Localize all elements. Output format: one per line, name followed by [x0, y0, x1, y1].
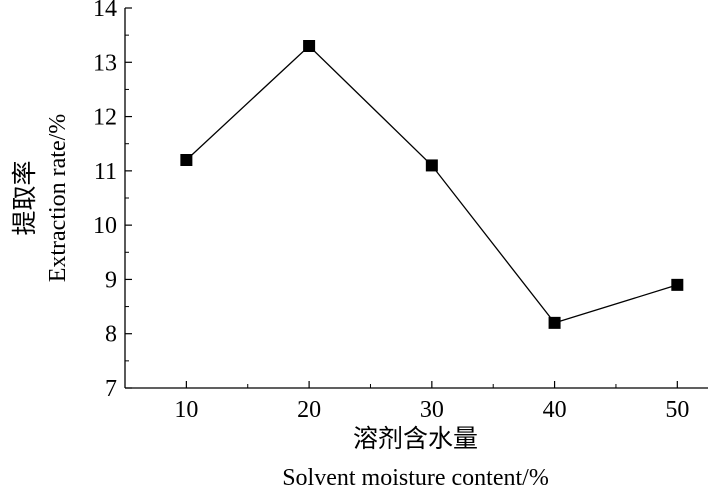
y-tick-label: 11 — [94, 159, 117, 185]
y-tick-label: 9 — [105, 267, 117, 293]
data-point-marker — [425, 159, 438, 172]
x-tick-label: 30 — [420, 397, 444, 423]
x-axis-label-chinese: 溶剂含水量 — [353, 424, 478, 453]
data-markers — [180, 40, 684, 329]
x-tick-label: 50 — [665, 397, 689, 423]
tick-marks — [125, 7, 678, 389]
series-polyline — [185, 45, 678, 324]
y-tick-label: 12 — [93, 105, 117, 131]
data-point-marker — [180, 154, 193, 166]
axes — [124, 8, 708, 389]
series-line — [185, 45, 678, 324]
tick-labels: 7 8 9 10 11 12 13 14 10 20 30 40 50 — [93, 0, 689, 423]
y-axis-label-chinese: 提取率 — [10, 160, 39, 235]
x-tick-label: 20 — [297, 397, 321, 423]
data-point-marker — [671, 278, 684, 291]
y-tick-label: 7 — [105, 376, 117, 402]
x-tick-label: 40 — [543, 397, 567, 423]
x-tick-label: 10 — [174, 397, 198, 423]
y-tick-label: 8 — [105, 322, 117, 348]
y-tick-label: 10 — [93, 213, 117, 239]
data-point-marker — [548, 316, 561, 329]
y-axis-label: Extraction rate/% — [45, 114, 71, 283]
data-point-marker — [303, 40, 316, 52]
x-axis-label: Solvent moisture content/% — [282, 465, 549, 491]
y-tick-label: 14 — [93, 0, 117, 22]
y-tick-label: 13 — [93, 50, 117, 76]
